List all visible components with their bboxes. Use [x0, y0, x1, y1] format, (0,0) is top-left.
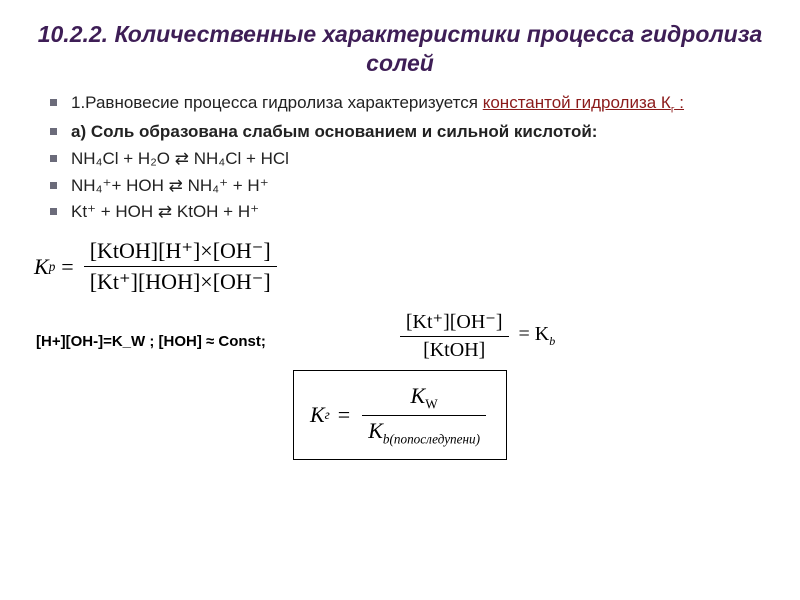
bullet-1-prefix: 1.Равновесие процесса гидролиза характер… [71, 93, 483, 112]
kg-denominator: Kb(попоследупени) [362, 416, 486, 449]
kp-numerator: [KtOH][H⁺]×[OH⁻] [84, 236, 277, 266]
equation-kp: Kp = [KtOH][H⁺]×[OH⁻] [Kt⁺][HOH]×[OH⁻] [34, 236, 770, 297]
bullet-marker [50, 128, 57, 135]
bullet-4-text: NH₄⁺+ HOH ⇄ NH₄⁺ + H⁺ [71, 175, 269, 198]
kb-denominator: [KtOH] [417, 337, 491, 364]
bullet-marker [50, 208, 57, 215]
equation-kg-box: Kг = KW Kb(попоследупени) [293, 370, 507, 460]
bullet-2-text: а) Соль образована слабым основанием и с… [71, 121, 597, 144]
bullet-3: NH₄Cl + H₂O ⇄ NH₄Cl + HCl [30, 148, 770, 171]
bullet-marker [50, 155, 57, 162]
note-text: [H+][OH-]=K_W ; [HOH] ≈ Const; [36, 333, 266, 350]
equation-kg-container: Kг = KW Kb(попоследупени) [30, 370, 770, 460]
kb-numerator: [Kt⁺][OH⁻] [400, 307, 509, 336]
bullet-2: а) Соль образована слабым основанием и с… [30, 121, 770, 144]
slide-title: 10.2.2. Количественные характеристики пр… [30, 20, 770, 78]
bullet-1: 1.Равновесие процесса гидролиза характер… [30, 92, 770, 117]
bullet-4: NH₄⁺+ HOH ⇄ NH₄⁺ + H⁺ [30, 175, 770, 198]
bullet-marker [50, 99, 57, 106]
bullet-5-text: Kt⁺ + HOH ⇄ KtOH + H⁺ [71, 201, 259, 224]
bullet-1-underlined: константой гидролиза Кг : [483, 93, 684, 112]
bullet-3-text: NH₄Cl + H₂O ⇄ NH₄Cl + HCl [71, 148, 289, 171]
bullet-1-text: 1.Равновесие процесса гидролиза характер… [71, 92, 684, 117]
bullet-marker [50, 182, 57, 189]
bullet-5: Kt⁺ + HOH ⇄ KtOH + H⁺ [30, 201, 770, 224]
kp-denominator: [Kt⁺][HOH]×[OH⁻] [84, 267, 277, 297]
equation-kb: [Kt⁺][OH⁻] [KtOH] = Kb [396, 307, 555, 364]
kg-numerator: KW [405, 381, 444, 414]
